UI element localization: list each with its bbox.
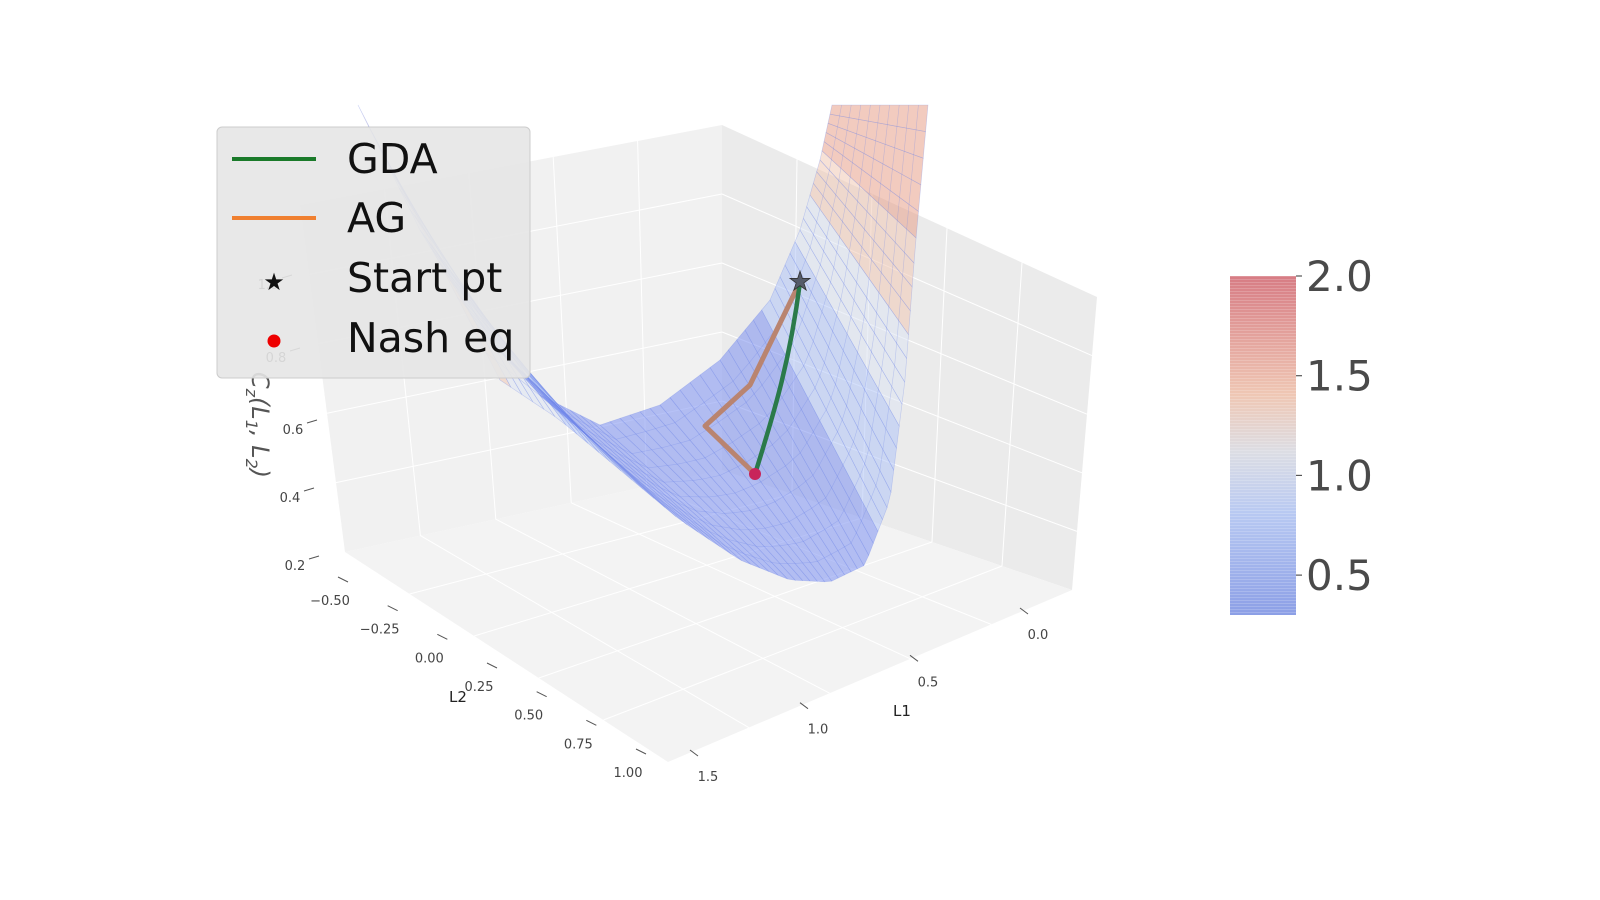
l2-tick-3: 0.25 xyxy=(465,680,494,695)
colorbar-tick-1: 1.5 xyxy=(1306,352,1373,401)
colorbar: 2.0 1.5 1.0 0.5 xyxy=(1230,252,1373,615)
colorbar-tick-2: 1.0 xyxy=(1306,451,1373,500)
colorbar-tick-0: 2.0 xyxy=(1306,252,1373,301)
l1-tick-labels: 1.5 1.0 0.5 0.0 xyxy=(689,607,1049,785)
loss-surface xyxy=(357,104,929,583)
l1-tick-0: 1.5 xyxy=(698,770,719,785)
colorbar-ticks: 2.0 1.5 1.0 0.5 xyxy=(1296,252,1373,600)
gda-trajectory xyxy=(752,279,803,477)
l2-tick-4: 0.50 xyxy=(514,709,543,724)
l1-tick-1: 1.0 xyxy=(808,723,829,738)
legend-box xyxy=(216,126,531,379)
colorbar-tick-3: 0.5 xyxy=(1306,551,1373,600)
z-tick-2: 0.6 xyxy=(283,423,304,438)
legend-ag-label: AG xyxy=(347,194,406,242)
legend-gda-label: GDA xyxy=(347,135,438,183)
l2-tick-2: 0.00 xyxy=(415,651,444,666)
l2-tick-labels: −0.50 −0.25 0.00 0.25 0.50 0.75 1.00 xyxy=(310,576,647,781)
legend-star-icon: ★ xyxy=(263,268,285,296)
z-tick-1: 0.4 xyxy=(280,491,301,506)
l2-tick-0: −0.50 xyxy=(310,594,350,609)
z-axis-label: Cz(L1, L2) xyxy=(242,372,274,478)
legend-dot-icon xyxy=(267,334,281,348)
l2-tick-6: 1.00 xyxy=(614,766,643,781)
l2-tick-1: −0.25 xyxy=(360,623,400,638)
nash-eq-marker xyxy=(749,468,761,480)
legend-nash-label: Nash eq xyxy=(347,314,514,362)
legend: GDA AG ★ Start pt Nash eq xyxy=(216,126,531,379)
l2-tick-5: 0.75 xyxy=(564,737,593,752)
z-tick-0: 0.2 xyxy=(285,559,306,574)
l1-axis-label: L1 xyxy=(893,702,911,720)
l1-tick-2: 0.5 xyxy=(918,675,939,690)
colorbar-lines xyxy=(1230,276,1296,615)
start-point-marker: ★ xyxy=(788,267,811,297)
legend-start-label: Start pt xyxy=(347,254,502,302)
l1-tick-3: 0.0 xyxy=(1028,628,1049,643)
ag-trajectory xyxy=(702,279,803,477)
floor-pane xyxy=(345,470,1072,762)
l2-axis-label: L2 xyxy=(449,688,467,706)
